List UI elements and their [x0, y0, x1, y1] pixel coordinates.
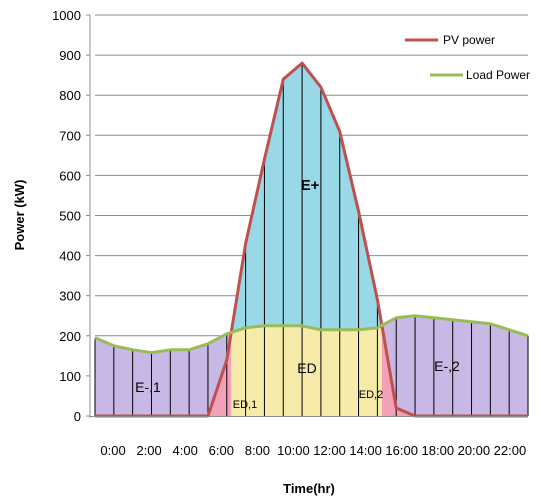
- region-label-ed-2: ED,2: [359, 389, 383, 401]
- region-label-e-minus-2: E-,2: [434, 358, 460, 374]
- deficit-region: [189, 343, 208, 416]
- y-tick-label: 900: [59, 48, 81, 63]
- direct-region: [302, 325, 321, 416]
- surplus-region: [358, 211, 378, 330]
- deficit-region: [415, 315, 434, 416]
- y-tick-labels: 0 100 200 300 400 500 600 700 800 900 1000: [52, 8, 81, 424]
- x-tick-label: 20:00: [458, 443, 491, 458]
- direct-region: [245, 325, 265, 416]
- x-tick-label: 8:00: [245, 443, 270, 458]
- y-tick-label: 300: [59, 289, 81, 304]
- deficit-region: [396, 315, 415, 416]
- deficit-region: [170, 349, 190, 416]
- legend: PV power Load Power: [405, 33, 530, 82]
- deficit-region: [95, 337, 114, 416]
- direct-region: [264, 325, 284, 416]
- y-axis-title: Power (kW): [12, 180, 27, 251]
- x-tick-label: 22:00: [494, 443, 527, 458]
- y-tick-label: 100: [59, 369, 81, 384]
- surplus-region: [283, 63, 303, 326]
- y-tick-label: 1000: [52, 8, 81, 23]
- y-tick-label: 600: [59, 168, 81, 183]
- axes: [86, 14, 528, 418]
- region-label-e-minus-1: E-,1: [135, 379, 161, 395]
- load-power-line: [94, 314, 529, 355]
- y-tick-label: 700: [59, 128, 81, 143]
- y-tick-label: 0: [74, 409, 81, 424]
- legend-label-load-power: Load Power: [466, 68, 530, 82]
- region-label-ed: ED: [297, 360, 316, 376]
- y-tick-label: 500: [59, 209, 81, 224]
- y-tick-label: 200: [59, 329, 81, 344]
- x-tick-label: 2:00: [136, 443, 161, 458]
- surplus-region: [339, 131, 359, 330]
- deficit-region: [452, 319, 472, 416]
- direct-region: [320, 329, 340, 416]
- x-tick-label: 12:00: [313, 443, 346, 458]
- x-tick-label: 10:00: [277, 443, 310, 458]
- direct-region: [283, 325, 303, 416]
- x-tick-label: 0:00: [100, 443, 125, 458]
- deficit-region: [113, 345, 133, 416]
- legend-label-pv-power: PV power: [443, 33, 495, 47]
- x-tick-labels: 0:00 2:00 4:00 6:00 8:00 10:00 12:00 14:00 16:00…: [100, 443, 526, 458]
- deficit-region: [433, 317, 453, 416]
- hour-divider-lines: [94, 63, 529, 416]
- direct-region: [339, 329, 359, 416]
- surplus-region: [245, 159, 265, 328]
- direct-region: [358, 327, 378, 416]
- surplus-region: [302, 63, 321, 330]
- energy-regions: [95, 63, 528, 416]
- deficit-region: [208, 333, 227, 416]
- surplus-region: [320, 87, 340, 330]
- x-tick-label: 14:00: [349, 443, 382, 458]
- x-axis-title: Time(hr): [283, 481, 335, 496]
- deficit-region: [132, 349, 152, 416]
- direct-region: [377, 325, 382, 416]
- y-tick-label: 800: [59, 88, 81, 103]
- deficit-region: [151, 349, 171, 416]
- deficit-region: [471, 321, 491, 416]
- region-label-e-plus: E+: [301, 177, 320, 194]
- x-tick-label: 6:00: [209, 443, 234, 458]
- deficit-region: [509, 329, 528, 416]
- region-label-ed-1: ED,1: [233, 399, 257, 411]
- x-tick-label: 18:00: [422, 443, 455, 458]
- x-tick-label: 16:00: [385, 443, 418, 458]
- x-tick-label: 4:00: [173, 443, 198, 458]
- direct-region: [231, 327, 246, 416]
- deficit-region: [490, 323, 510, 416]
- y-tick-label: 400: [59, 249, 81, 264]
